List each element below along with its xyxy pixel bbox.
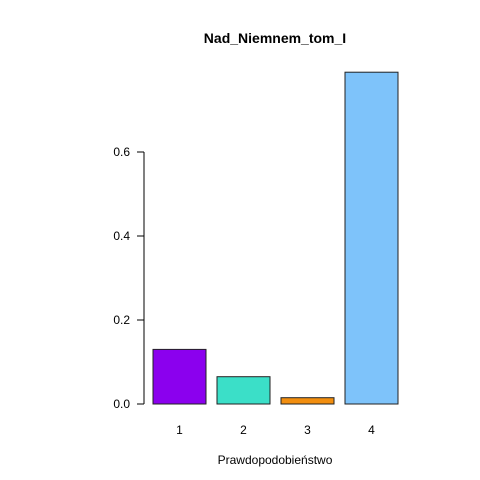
x-tick-label: 4 bbox=[368, 423, 375, 437]
x-tick-label: 3 bbox=[304, 423, 311, 437]
x-tick-labels: 1 2 3 4 bbox=[176, 423, 375, 437]
y-tick-label: 0.6 bbox=[113, 145, 130, 159]
bar-3 bbox=[280, 397, 335, 405]
bar-2 bbox=[216, 376, 271, 405]
y-tick-label: 0.2 bbox=[113, 313, 130, 327]
y-tick-label: 0.0 bbox=[113, 397, 130, 411]
x-tick-label: 2 bbox=[240, 423, 247, 437]
bar-4 bbox=[344, 71, 399, 405]
y-tick-label: 0.4 bbox=[113, 229, 130, 243]
bars-group bbox=[152, 71, 399, 405]
x-tick-label: 1 bbox=[176, 423, 183, 437]
x-axis-label: Prawdopodobieństwo bbox=[218, 453, 333, 467]
chart-title: Nad_Niemnem_tom_I bbox=[204, 30, 346, 46]
y-axis: 0.0 0.2 0.4 0.6 bbox=[113, 145, 145, 411]
bar-1 bbox=[152, 348, 207, 405]
